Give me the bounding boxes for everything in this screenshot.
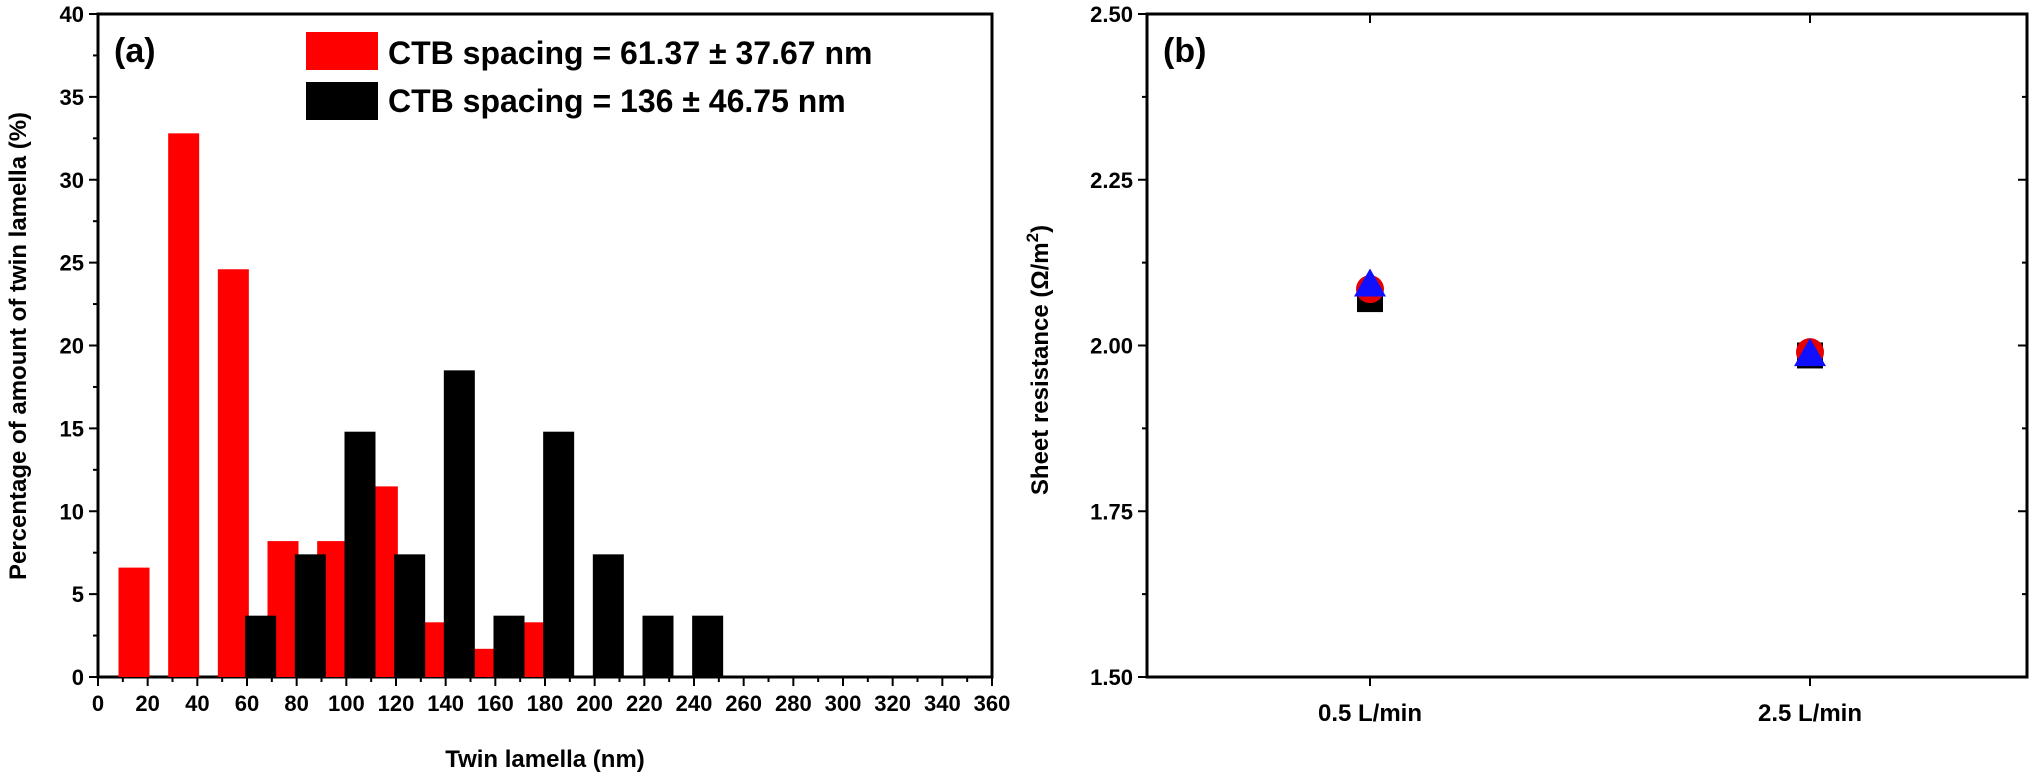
x-tick-label: 220 (626, 691, 663, 716)
panel-b-label: (b) (1163, 32, 1206, 70)
y-tick-label: 2.25 (1090, 168, 1133, 193)
y-tick-label: 0 (72, 665, 84, 690)
x-tick-label: 120 (378, 691, 415, 716)
x-tick-label: 320 (874, 691, 911, 716)
x-tick-label: 20 (135, 691, 159, 716)
panel-b-y-ticks: 1.50 1.75 2.00 2.25 2.50 (1090, 2, 2027, 690)
bar-black-100 (344, 431, 376, 677)
y-tick-label: 1.75 (1090, 499, 1133, 524)
y-tick-label: 5 (72, 582, 84, 607)
bar-black-140 (443, 370, 475, 677)
y-tick-label: 1.50 (1090, 665, 1133, 690)
bar-red-20 (118, 567, 150, 677)
panel-a-legend: CTB spacing = 61.37 ± 37.67 nm CTB spaci… (306, 32, 872, 120)
x-category-label: 2.5 L/min (1758, 700, 1862, 727)
panel-b-y-axis-title: Sheet resistance (Ω/m2) (1023, 225, 1054, 495)
x-tick-label: 180 (527, 691, 564, 716)
panel-a-x-axis-title: Twin lamella (nm) (445, 746, 645, 773)
panel-b-y-axis-title-main: Sheet resistance (Ω/m (1027, 242, 1054, 495)
x-tick-label: 40 (185, 691, 209, 716)
panel-a-label: (a) (114, 32, 156, 70)
panel-b-plot-frame (1145, 12, 2029, 679)
x-tick-label: 160 (477, 691, 514, 716)
x-tick-label: 340 (924, 691, 961, 716)
bar-black-220 (642, 615, 674, 677)
bar-black-120 (394, 554, 426, 677)
x-tick-label: 360 (974, 691, 1011, 716)
legend-label-black: CTB spacing = 136 ± 46.75 nm (388, 83, 846, 119)
y-tick-label: 35 (60, 85, 84, 110)
x-tick-label: 260 (725, 691, 762, 716)
panel-a-x-ticks: 0 20 40 60 80 100 120 140 160 180 200 220 240 260 280 3… (92, 677, 1010, 716)
panel-a-y-ticks: 0 5 10 15 20 25 30 35 40 (60, 2, 98, 690)
x-tick-label: 60 (235, 691, 259, 716)
x-tick-label: 300 (825, 691, 862, 716)
x-tick-label: 80 (284, 691, 308, 716)
point-triangle-0 (1354, 268, 1386, 297)
bar-black-80 (294, 554, 326, 677)
panel-b-y-axis-title-sup: 2 (1023, 233, 1042, 242)
legend-swatch-black (306, 82, 378, 120)
panel-b-scatter: 1.501.752.002.252.50 0.5 L/min 2.5 L/min … (1023, 2, 2029, 727)
panel-a-y-axis-title: Percentage of amount of twin lamella (%) (5, 112, 32, 580)
bar-red-40 (168, 133, 200, 678)
y-tick-label: 40 (60, 2, 84, 27)
x-tick-label: 0 (92, 691, 104, 716)
point-triangle-1 (1794, 338, 1826, 367)
y-tick-label: 10 (60, 499, 84, 524)
bar-black-200 (592, 554, 624, 677)
y-tick-label: 15 (60, 416, 84, 441)
bar-red-60 (217, 269, 249, 677)
x-tick-label: 140 (427, 691, 464, 716)
legend-swatch-red (306, 32, 378, 70)
x-tick-label: 100 (328, 691, 365, 716)
y-tick-label: 20 (60, 334, 84, 359)
y-tick-label: 2.50 (1090, 2, 1133, 27)
bar-black-180 (543, 431, 575, 677)
bar-black-60 (245, 615, 277, 677)
panel-b-y-axis-title-close: ) (1027, 225, 1054, 233)
panel-b-points (1354, 268, 1826, 369)
x-tick-label: 280 (775, 691, 812, 716)
bar-black-160 (493, 615, 525, 677)
y-tick-label: 25 (60, 251, 84, 276)
bar-black-240 (692, 615, 724, 677)
panel-b-x-ticks: 0.5 L/min 2.5 L/min (1318, 14, 1862, 727)
x-tick-label: 200 (576, 691, 613, 716)
x-category-label: 0.5 L/min (1318, 700, 1422, 727)
panel-a-histogram: 0 20 40 60 80 100 120 140 160 180 200 220 240 260 280 3… (5, 2, 1010, 773)
legend-label-red: CTB spacing = 61.37 ± 37.67 nm (388, 35, 872, 71)
panel-a-bars (118, 133, 724, 678)
x-tick-label: 240 (676, 691, 713, 716)
y-tick-label: 2.00 (1090, 334, 1133, 359)
y-tick-label: 30 (60, 168, 84, 193)
